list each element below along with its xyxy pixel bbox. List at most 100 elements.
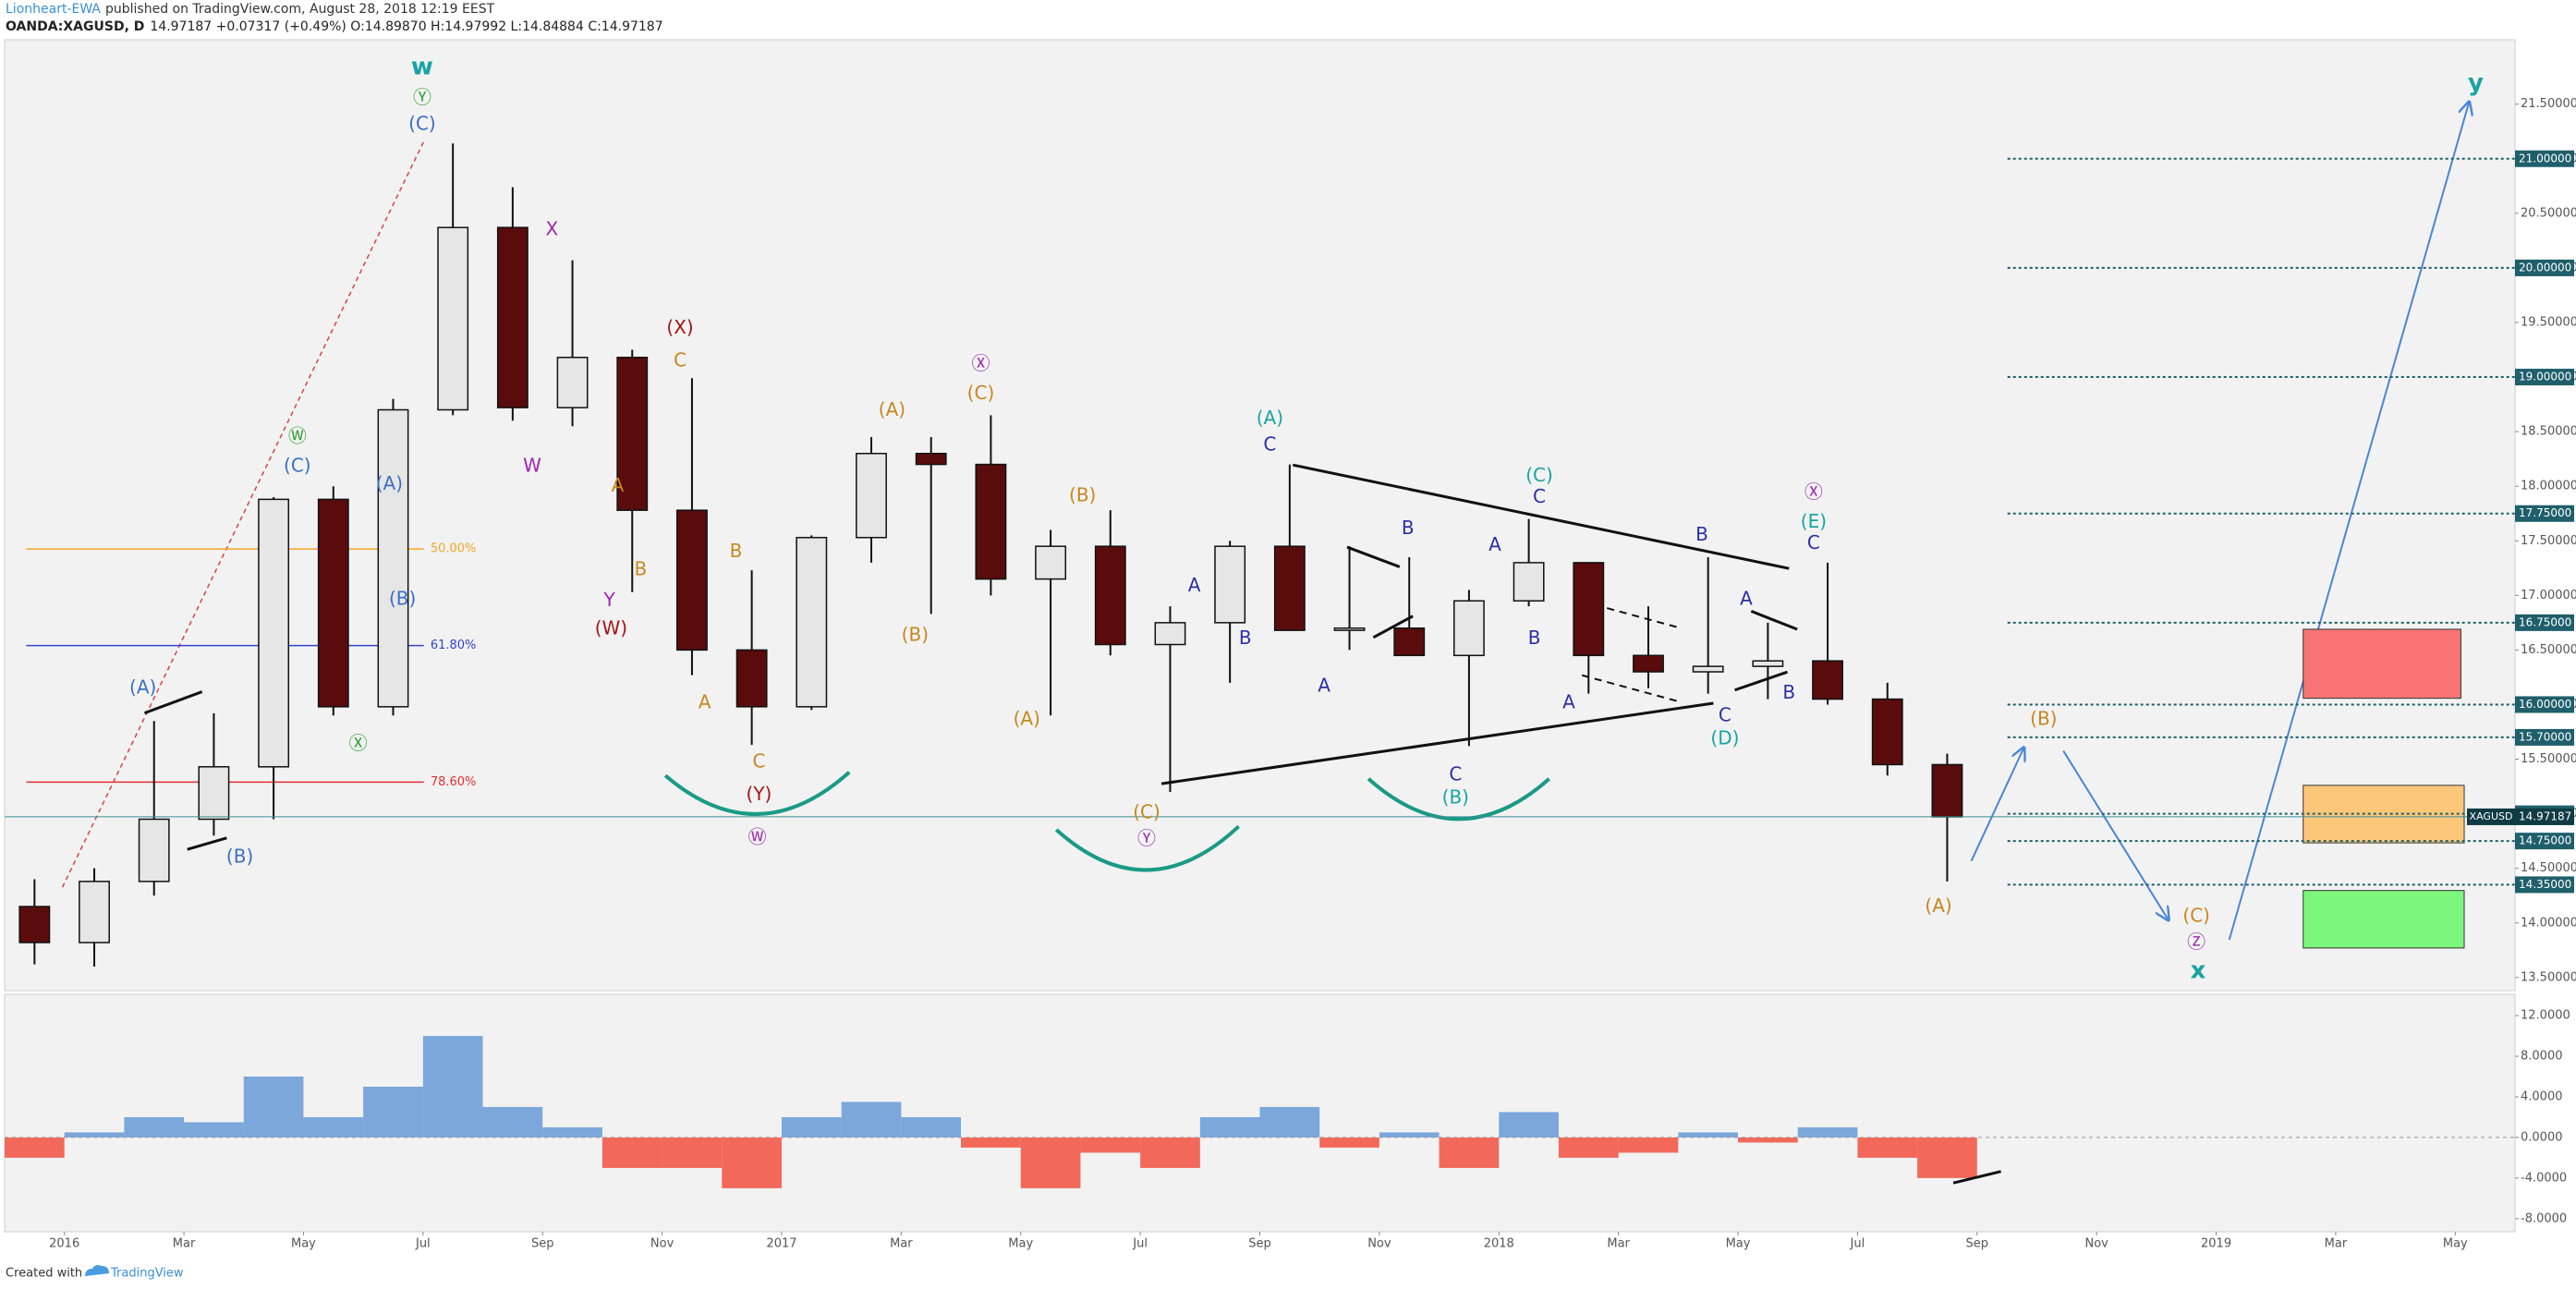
candle-body [1393, 627, 1426, 657]
level-label: 15.70000 [2519, 730, 2571, 743]
x-tick-label: Nov [650, 1237, 674, 1251]
wave-label: A [1740, 587, 1753, 609]
candle-body [1094, 545, 1126, 646]
candle-body [18, 906, 51, 943]
wave-label: A [1562, 690, 1575, 712]
wave-label: A [612, 474, 625, 496]
oscillator-bar [1439, 1137, 1500, 1168]
wave-label: C [674, 349, 687, 371]
drawing [2228, 102, 2470, 941]
candle-body [437, 226, 469, 411]
y-tick-label: 17.50000 [2521, 534, 2576, 548]
oscillator-bar [781, 1116, 842, 1138]
wave-label: (A) [129, 675, 156, 698]
y-tick-label: 15.50000 [2521, 752, 2576, 766]
fib-label: 78.60% [431, 775, 477, 789]
wave-label: B [1528, 627, 1541, 649]
wave-label: C [752, 749, 765, 772]
wave-label: (C) [967, 382, 995, 404]
drawing [1292, 463, 1790, 570]
wave-label: (A) [376, 472, 403, 494]
oscillator-bar [901, 1116, 962, 1138]
candle-body [856, 453, 887, 539]
footer-brand[interactable]: TradingView [110, 1267, 184, 1281]
fib-label: 61.80% [431, 639, 477, 652]
drawing [1054, 824, 1240, 872]
level-tag [2515, 259, 2574, 276]
candle-body [1692, 665, 1724, 673]
wave-label: (X) [666, 316, 693, 338]
wave-label: B [730, 540, 743, 562]
oscillator-bar [1558, 1137, 1619, 1158]
level-label: 17.75000 [2519, 506, 2571, 519]
wave-label: (C) [2182, 905, 2210, 927]
byline: published on TradingView.com, August 28,… [105, 2, 495, 17]
candle-body [496, 226, 529, 408]
y-tick-label: 14.50000 [2521, 861, 2576, 875]
level-label: 14.35000 [2519, 878, 2571, 891]
level-tag [2515, 505, 2574, 522]
wave-label: (B) [1069, 483, 1096, 505]
candle-body [1812, 660, 1843, 700]
candle-body [79, 881, 110, 943]
drawing [187, 836, 227, 851]
oscillator-bar [841, 1101, 902, 1138]
wave-label: (W) [595, 616, 627, 639]
wave-label: C [1263, 432, 1276, 455]
candle-body [616, 357, 649, 511]
oscillator-bar [1618, 1137, 1679, 1153]
candle-body [1633, 654, 1664, 673]
candle-body [975, 463, 1007, 580]
level-label: 16.00000 [2519, 698, 2571, 711]
y-tick-label: 0.0000 [2521, 1130, 2563, 1144]
wave-label: A [1188, 574, 1201, 596]
quote: 14.97187 +0.07317 (+0.49%) O:14.89870 H:… [150, 19, 662, 34]
oscillator-bar [482, 1106, 543, 1138]
x-tick-label: Jul [415, 1237, 431, 1251]
candle-body [1154, 622, 1186, 646]
level-label: 20.00000 [2519, 261, 2571, 274]
level-label: 19.00000 [2519, 371, 2571, 383]
oscillator-bar [1319, 1137, 1379, 1148]
x-tick-label: May [1726, 1237, 1751, 1251]
header-line-1: Lionheart-EWA published on TradingView.co… [6, 2, 495, 17]
level-tag [2515, 833, 2574, 850]
wave-label: A [699, 690, 711, 712]
oscillator-bar [422, 1036, 483, 1138]
drawing [1952, 1170, 2001, 1185]
wave-label: Ⓨ [1137, 827, 1156, 849]
x-tick-label: Mar [2325, 1237, 2348, 1251]
oscillator-bar [601, 1137, 662, 1168]
y-tick-label: 4.0000 [2521, 1089, 2563, 1103]
wave-label: (C) [1525, 464, 1553, 486]
drawing [2062, 750, 2169, 920]
last-price-label: 14.97187 [2519, 809, 2571, 822]
wave-label: Ⓨ [413, 86, 431, 108]
wave-label: (B) [226, 846, 253, 868]
x-tick-label: Sep [1966, 1237, 1989, 1251]
brand-icon [85, 1265, 109, 1276]
x-tick-label: Mar [173, 1237, 196, 1251]
candle-body [796, 536, 828, 708]
level-tag [2515, 150, 2574, 167]
level-tag [2515, 614, 2574, 631]
oscillator-bar [303, 1116, 364, 1138]
candle-body [1752, 660, 1784, 667]
oscillator-bar [1797, 1126, 1858, 1138]
oscillator-bar [722, 1137, 782, 1188]
wave-label: (B) [389, 587, 416, 609]
wave-label: B [1402, 517, 1415, 539]
wave-label: (A) [1257, 407, 1283, 429]
x-tick-label: 2019 [2201, 1237, 2231, 1251]
drawing [1160, 701, 1714, 785]
wave-label: (B) [902, 624, 929, 646]
level-label: 14.75000 [2519, 834, 2571, 847]
x-tick-label: Sep [1248, 1237, 1271, 1251]
wave-label: Ⓩ [2187, 931, 2205, 953]
candle-body [317, 498, 349, 708]
footer-created: Created with [6, 1267, 82, 1281]
author[interactable]: Lionheart-EWA [6, 2, 101, 17]
wave-label: W [523, 454, 541, 476]
level-label: 21.00000 [2519, 152, 2571, 164]
